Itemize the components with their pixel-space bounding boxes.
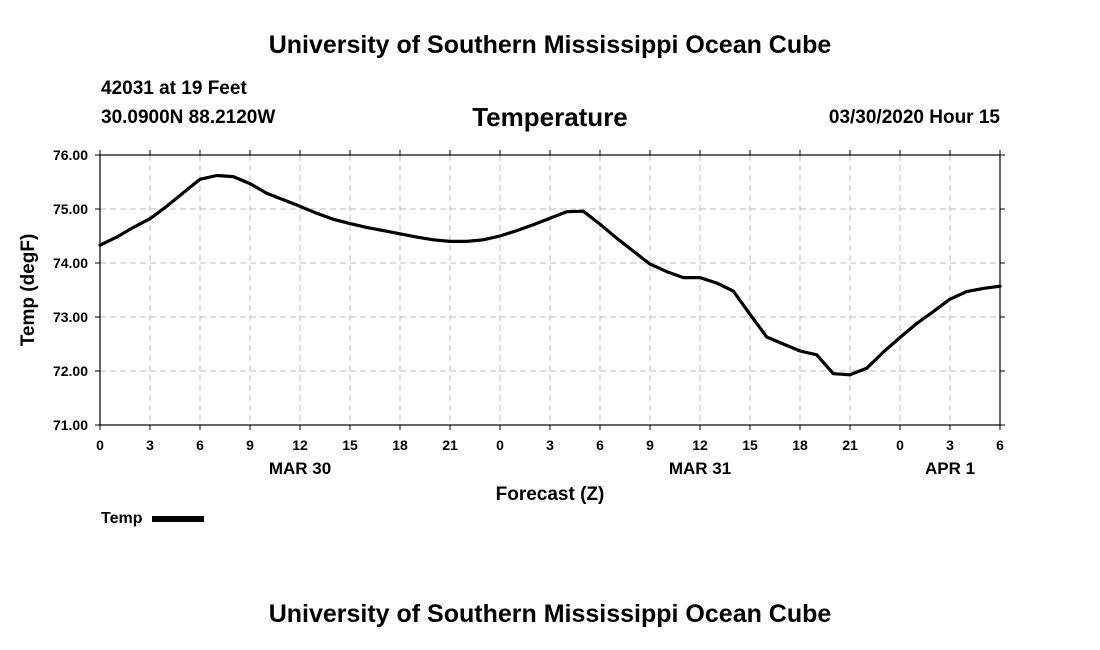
y-tick-label: 73.00 xyxy=(53,309,88,325)
x-tick-label: 0 xyxy=(96,437,104,453)
x-tick-label: 9 xyxy=(646,437,654,453)
legend-line-swatch xyxy=(152,516,205,522)
x-tick-label: 3 xyxy=(946,437,954,453)
x-tick-label: 12 xyxy=(292,437,308,453)
chart-title: Temperature xyxy=(472,102,628,132)
y-tick-label: 74.00 xyxy=(53,255,88,271)
date-label: MAR 31 xyxy=(669,459,731,478)
x-tick-label: 18 xyxy=(792,437,808,453)
date-label: MAR 30 xyxy=(269,459,331,478)
x-tick-label: 15 xyxy=(742,437,758,453)
station-label: 42031 at 19 Feet xyxy=(101,78,247,99)
plot-frame xyxy=(99,154,1001,426)
date-label: APR 1 xyxy=(925,459,975,478)
legend-label: Temp xyxy=(101,510,143,527)
x-tick-label: 21 xyxy=(442,437,458,453)
x-tick-label: 3 xyxy=(546,437,554,453)
x-axis-label: Forecast (Z) xyxy=(496,484,605,505)
x-tick-label: 0 xyxy=(896,437,904,453)
x-tick-label: 0 xyxy=(496,437,504,453)
x-tick-label: 9 xyxy=(246,437,254,453)
y-axis-label: Temp (degF) xyxy=(18,234,39,347)
x-tick-label: 3 xyxy=(146,437,154,453)
x-tick-label: 6 xyxy=(596,437,604,453)
y-tick-label: 71.00 xyxy=(53,417,88,433)
x-tick-label: 15 xyxy=(342,437,358,453)
y-tick-label: 76.00 xyxy=(53,147,88,163)
forecast-datetime: 03/30/2020 Hour 15 xyxy=(828,107,1000,128)
x-tick-label: 6 xyxy=(196,437,204,453)
x-tick-label: 18 xyxy=(392,437,408,453)
series-line-temp xyxy=(98,173,1002,377)
y-tick-label: 75.00 xyxy=(53,201,88,217)
legend: Temp xyxy=(101,510,205,528)
x-tick-label: 6 xyxy=(996,437,1004,453)
series xyxy=(98,173,1002,377)
coordinates-label: 30.0900N 88.2120W xyxy=(101,107,276,128)
x-tick-label: 12 xyxy=(692,437,708,453)
grid xyxy=(100,155,1000,425)
x-tick-label: 21 xyxy=(842,437,858,453)
page-title: University of Southern Mississippi Ocean… xyxy=(268,31,832,59)
y-tick-label: 72.00 xyxy=(53,363,88,379)
axes: 71.00 72.00 73.00 74.00 75.00 76.00 0 3 6 9 12 15 18… xyxy=(53,147,1005,478)
footer-title: University of Southern Mississippi Ocean… xyxy=(268,600,832,628)
